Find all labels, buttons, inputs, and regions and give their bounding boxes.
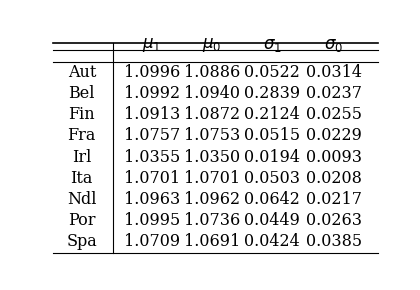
Text: 1.0691: 1.0691	[184, 233, 240, 250]
Text: 1.0701: 1.0701	[184, 170, 240, 187]
Text: 1.0996: 1.0996	[123, 64, 180, 81]
Text: 1.0963: 1.0963	[123, 191, 180, 208]
Text: Ndl: Ndl	[67, 191, 97, 208]
Text: 0.0093: 0.0093	[306, 148, 362, 166]
Text: Irl: Irl	[72, 148, 92, 166]
Text: 0.0263: 0.0263	[306, 212, 362, 229]
Text: 1.0992: 1.0992	[124, 85, 180, 102]
Text: 0.2124: 0.2124	[244, 106, 300, 123]
Text: 0.0424: 0.0424	[244, 233, 300, 250]
Text: 0.0449: 0.0449	[244, 212, 300, 229]
Text: 0.0255: 0.0255	[306, 106, 362, 123]
Text: $\mu_0$: $\mu_0$	[202, 37, 222, 55]
Text: Bel: Bel	[68, 85, 95, 102]
Text: 0.0314: 0.0314	[306, 64, 362, 81]
Text: 1.0913: 1.0913	[123, 106, 180, 123]
Text: 0.0194: 0.0194	[244, 148, 300, 166]
Text: Fin: Fin	[68, 106, 95, 123]
Text: 0.0385: 0.0385	[306, 233, 362, 250]
Text: 1.0736: 1.0736	[184, 212, 240, 229]
Text: 1.0940: 1.0940	[184, 85, 240, 102]
Text: 0.0229: 0.0229	[306, 127, 362, 144]
Text: 1.0709: 1.0709	[124, 233, 180, 250]
Text: 0.2839: 0.2839	[244, 85, 300, 102]
Text: 0.0208: 0.0208	[306, 170, 362, 187]
Text: 0.0217: 0.0217	[306, 191, 362, 208]
Text: Fra: Fra	[68, 127, 96, 144]
Text: $\mu_1$: $\mu_1$	[142, 37, 161, 55]
Text: 0.0515: 0.0515	[244, 127, 300, 144]
Text: $\sigma_0$: $\sigma_0$	[325, 37, 344, 54]
Text: 0.0503: 0.0503	[244, 170, 300, 187]
Text: 1.0886: 1.0886	[184, 64, 240, 81]
Text: Ita: Ita	[71, 170, 93, 187]
Text: 1.0995: 1.0995	[123, 212, 180, 229]
Text: 1.0355: 1.0355	[123, 148, 180, 166]
Text: 1.0872: 1.0872	[184, 106, 240, 123]
Text: $\sigma_1$: $\sigma_1$	[263, 37, 282, 54]
Text: 1.0962: 1.0962	[184, 191, 240, 208]
Text: Aut: Aut	[68, 64, 96, 81]
Text: Spa: Spa	[66, 233, 97, 250]
Text: 1.0701: 1.0701	[124, 170, 180, 187]
Text: 1.0350: 1.0350	[184, 148, 240, 166]
Text: Por: Por	[68, 212, 95, 229]
Text: 0.0522: 0.0522	[244, 64, 300, 81]
Text: 1.0757: 1.0757	[123, 127, 180, 144]
Text: 0.0237: 0.0237	[306, 85, 362, 102]
Text: 1.0753: 1.0753	[184, 127, 240, 144]
Text: 0.0642: 0.0642	[244, 191, 300, 208]
